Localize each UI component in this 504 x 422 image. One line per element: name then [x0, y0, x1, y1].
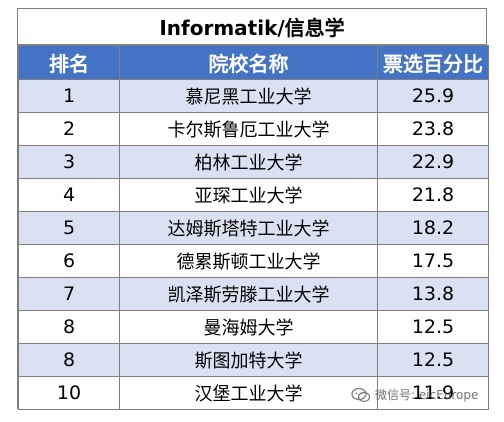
vote-cell: 17.5	[377, 244, 489, 278]
table-row: 4 亚琛工业大学 21.8	[18, 178, 489, 212]
school-cell: 达姆斯塔特工业大学	[119, 211, 378, 245]
ranking-table: 排名 院校名称 票选百分比 1 慕尼黑工业大学 25.9 2 卡尔斯鲁厄工业大学…	[18, 45, 489, 410]
rank-cell: 8	[18, 310, 120, 344]
school-cell: 凯泽斯劳滕工业大学	[119, 277, 378, 311]
table-header: 排名 院校名称 票选百分比	[18, 45, 489, 80]
table-row: 6 德累斯顿工业大学 17.5	[18, 244, 489, 278]
table-row: 8 曼海姆大学 12.5	[18, 310, 489, 344]
school-cell: 亚琛工业大学	[119, 178, 378, 212]
vote-cell: 12.5	[377, 310, 489, 344]
school-cell: 卡尔斯鲁厄工业大学	[119, 112, 378, 146]
table-title: Informatik/信息学	[18, 9, 486, 45]
rank-cell: 8	[18, 343, 120, 377]
table-row: 5 达姆斯塔特工业大学 18.2	[18, 211, 489, 245]
table-row: 3 柏林工业大学 22.9	[18, 145, 489, 179]
table-row: 1 慕尼黑工业大学 25.9	[18, 79, 489, 113]
table-body: 1 慕尼黑工业大学 25.9 2 卡尔斯鲁厄工业大学 23.8 3 柏林工业大学…	[18, 79, 489, 410]
rank-cell: 1	[18, 79, 120, 113]
header-row: 排名 院校名称 票选百分比	[18, 45, 489, 80]
school-cell: 斯图加特大学	[119, 343, 378, 377]
table-row: 7 凯泽斯劳滕工业大学 13.8	[18, 277, 489, 311]
vote-cell: 25.9	[377, 79, 489, 113]
school-cell: 柏林工业大学	[119, 145, 378, 179]
vote-header: 票选百分比	[377, 45, 489, 80]
rank-cell: 4	[18, 178, 120, 212]
rank-cell: 6	[18, 244, 120, 278]
rank-cell: 5	[18, 211, 120, 245]
table-row: 10 汉堡工业大学 11.9	[18, 376, 489, 410]
vote-cell: 22.9	[377, 145, 489, 179]
vote-cell: 21.8	[377, 178, 489, 212]
rank-cell: 7	[18, 277, 120, 311]
table-row: 2 卡尔斯鲁厄工业大学 23.8	[18, 112, 489, 146]
table-row: 8 斯图加特大学 12.5	[18, 343, 489, 377]
rank-cell: 10	[18, 376, 120, 410]
vote-cell: 12.5	[377, 343, 489, 377]
school-cell: 曼海姆大学	[119, 310, 378, 344]
vote-cell: 23.8	[377, 112, 489, 146]
ranking-table-card: Informatik/信息学 排名 院校名称 票选百分比 1 慕尼黑工业大学 2…	[17, 8, 489, 410]
vote-cell: 11.9	[377, 376, 489, 410]
school-cell: 慕尼黑工业大学	[119, 79, 378, 113]
rank-cell: 2	[18, 112, 120, 146]
school-header: 院校名称	[119, 45, 378, 80]
school-cell: 德累斯顿工业大学	[119, 244, 378, 278]
school-cell: 汉堡工业大学	[119, 376, 378, 410]
vote-cell: 13.8	[377, 277, 489, 311]
vote-cell: 18.2	[377, 211, 489, 245]
rank-header: 排名	[18, 45, 120, 80]
rank-cell: 3	[18, 145, 120, 179]
